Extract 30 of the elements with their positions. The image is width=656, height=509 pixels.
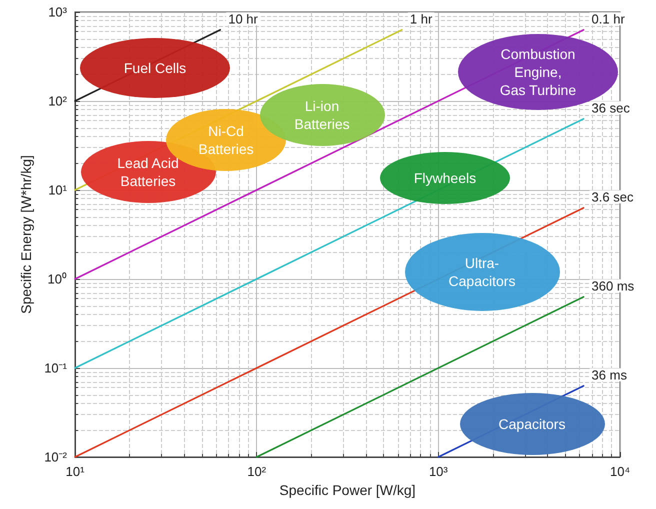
annotation: Fuel Cells — [124, 59, 186, 77]
x-axis-title: Specific Power [W/kg] — [279, 482, 416, 498]
x-tick-label: 10¹ — [66, 464, 86, 479]
ellipse-shape: Li-ion Batteries — [260, 84, 384, 146]
x-tick-label: 10² — [247, 464, 267, 479]
y-tick-label: 10¹ — [48, 182, 68, 198]
ellipse-shape: Ultra- Capacitors — [404, 233, 560, 311]
y-tick-label: 10³ — [48, 4, 68, 20]
series-label: 0.1 hr — [592, 11, 626, 26]
annotation: Capacitors — [498, 415, 566, 433]
y-tick-label: 10⁰ — [48, 272, 67, 286]
y-tick-label: 10⁻¹ — [44, 360, 68, 376]
series-label: 36 ms — [592, 367, 628, 382]
series-label: 36 sec — [592, 100, 630, 116]
x-tick-label: 10⁴ — [610, 464, 630, 479]
annotation: Flywheels — [414, 169, 476, 187]
ellipse-shape: Flywheels — [380, 152, 510, 204]
x-tick-label: 10³ — [428, 464, 448, 479]
annotation: Ultra- Capacitors — [448, 254, 516, 290]
y-axis-title: Specific Energy [W*hr/kg] — [18, 155, 34, 314]
series-label: 360 ms — [592, 278, 635, 294]
annotation: Combustion Engine, Gas Turbine — [500, 45, 576, 99]
annotation: Li-ion Batteries — [294, 97, 350, 133]
ellipse-shape: Fuel Cells — [80, 38, 230, 98]
y-tick-label: 10² — [48, 94, 68, 108]
ellipse-shape: Capacitors — [460, 393, 604, 455]
y-tick-label: 10⁻² — [44, 450, 68, 464]
series-label: 1 hr — [410, 11, 433, 26]
series-label: 10 hr — [228, 11, 259, 26]
series-label: 3.6 sec — [592, 189, 634, 204]
